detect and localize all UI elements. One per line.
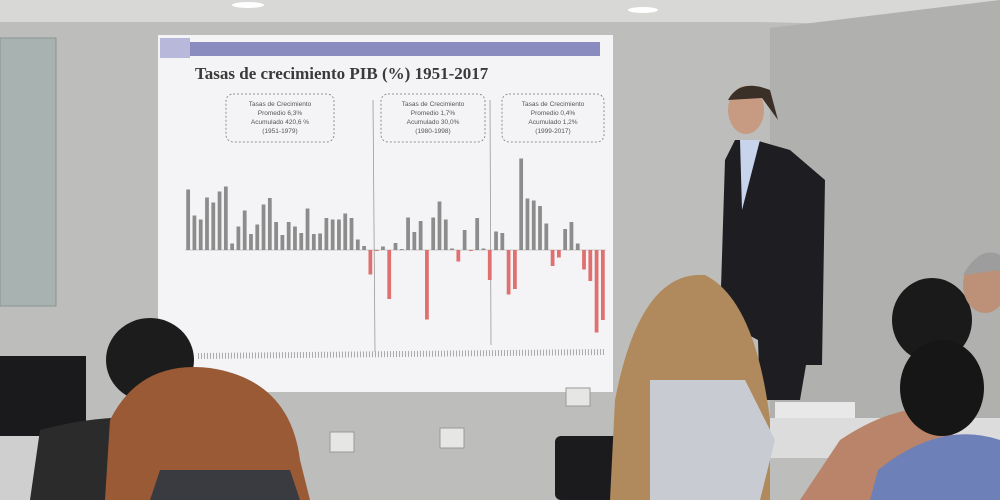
bar bbox=[487, 250, 492, 280]
bar bbox=[337, 219, 341, 250]
bar bbox=[462, 230, 467, 250]
bar bbox=[330, 219, 335, 250]
bar bbox=[556, 250, 561, 258]
audience bbox=[30, 252, 1000, 500]
bar bbox=[299, 233, 304, 250]
presenter bbox=[720, 85, 825, 400]
bar bbox=[205, 197, 209, 250]
bar bbox=[186, 189, 191, 250]
bar bbox=[211, 202, 216, 250]
slide-banner-squares bbox=[160, 38, 190, 58]
bar bbox=[362, 246, 366, 250]
bar bbox=[531, 200, 536, 250]
bar bbox=[387, 250, 392, 299]
bar bbox=[469, 250, 473, 251]
bar bbox=[500, 233, 505, 250]
bar bbox=[280, 235, 285, 250]
bar bbox=[355, 239, 360, 250]
year-axis bbox=[197, 349, 606, 359]
bar bbox=[249, 234, 253, 250]
bar bbox=[506, 250, 511, 295]
summary-line: Promedio 1,7% bbox=[411, 110, 456, 117]
bar bbox=[236, 226, 241, 250]
ceiling-light bbox=[232, 2, 264, 8]
bar bbox=[575, 243, 580, 250]
summary-line: Tasas de Crecimiento bbox=[522, 101, 585, 108]
bar bbox=[198, 219, 203, 250]
bar bbox=[255, 224, 260, 250]
bar bbox=[349, 218, 354, 250]
bar bbox=[475, 218, 480, 250]
bar bbox=[519, 158, 524, 250]
bar bbox=[418, 221, 423, 250]
bar bbox=[406, 217, 410, 250]
bar bbox=[450, 248, 454, 250]
bar bbox=[412, 232, 417, 250]
summary-line: Promedio 6,3% bbox=[258, 110, 303, 117]
bar bbox=[324, 218, 329, 250]
summary-line: (1999-2017) bbox=[535, 128, 570, 135]
bar bbox=[600, 250, 605, 320]
summary-box bbox=[225, 93, 335, 143]
bar bbox=[563, 229, 568, 250]
summary-line: (1980-1998) bbox=[415, 128, 450, 135]
bar bbox=[513, 250, 517, 289]
summary-line: Acumulado 30,0% bbox=[407, 119, 460, 126]
bar bbox=[525, 198, 530, 250]
bar bbox=[582, 250, 586, 270]
bar bbox=[569, 222, 574, 250]
bar bbox=[481, 248, 486, 250]
slide-banner bbox=[190, 42, 600, 56]
ceiling-light bbox=[628, 7, 658, 13]
bar bbox=[544, 223, 549, 250]
glass-panel bbox=[0, 37, 57, 307]
bar bbox=[494, 231, 498, 250]
bar bbox=[305, 208, 310, 250]
bar bbox=[293, 226, 297, 250]
bar bbox=[443, 219, 448, 250]
bar bbox=[230, 243, 235, 250]
bar bbox=[456, 250, 461, 262]
socket bbox=[439, 427, 465, 449]
summary-line: Promedio 0,4% bbox=[531, 110, 576, 117]
bar bbox=[261, 204, 266, 250]
bar bbox=[368, 250, 373, 275]
summary-line: Acumulado 420,6 % bbox=[251, 119, 309, 126]
summary-line: Tasas de Crecimiento bbox=[249, 101, 312, 108]
bar bbox=[431, 217, 436, 250]
bar bbox=[343, 213, 348, 250]
bar bbox=[374, 250, 379, 251]
bar bbox=[223, 186, 228, 250]
summary-line: Tasas de Crecimiento bbox=[402, 101, 465, 108]
summary-line: (1951-1979) bbox=[262, 128, 297, 135]
slide-title: Tasas de crecimiento PIB (%) 1951-2017 bbox=[195, 64, 489, 83]
bar bbox=[437, 201, 442, 250]
summary-line: Acumulado 1,2% bbox=[528, 119, 577, 126]
socket bbox=[329, 431, 355, 453]
bar bbox=[274, 222, 278, 250]
bar bbox=[217, 191, 222, 250]
summary-box bbox=[380, 93, 486, 143]
bar bbox=[318, 233, 322, 250]
bar bbox=[594, 250, 599, 333]
monitor bbox=[0, 356, 86, 436]
bar bbox=[381, 246, 385, 250]
bar bbox=[393, 243, 398, 250]
socket bbox=[565, 387, 591, 407]
bar bbox=[538, 206, 542, 250]
bar bbox=[550, 250, 555, 266]
bar bbox=[311, 234, 316, 250]
bar bbox=[588, 250, 593, 281]
divider bbox=[489, 99, 492, 346]
bar bbox=[286, 222, 291, 250]
bar bbox=[192, 215, 197, 250]
summary-box bbox=[501, 93, 605, 143]
bar bbox=[267, 198, 272, 250]
divider bbox=[372, 99, 376, 353]
bar bbox=[425, 250, 429, 320]
bar bbox=[242, 210, 247, 250]
bar bbox=[399, 249, 404, 250]
